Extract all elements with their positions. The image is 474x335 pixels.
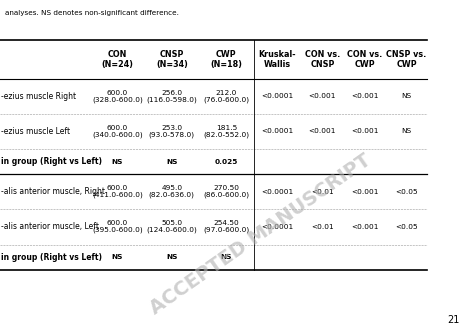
Text: 600.0
(395.0-600.0): 600.0 (395.0-600.0) xyxy=(92,220,143,233)
Text: in group (Right vs Left): in group (Right vs Left) xyxy=(1,157,102,166)
Text: -ezius muscle Right: -ezius muscle Right xyxy=(1,92,76,101)
Text: NS: NS xyxy=(221,254,232,260)
Text: <0.05: <0.05 xyxy=(395,224,418,230)
Text: CON vs.
CWP: CON vs. CWP xyxy=(347,50,383,69)
Text: 600.0
(411.0-600.0): 600.0 (411.0-600.0) xyxy=(92,185,143,198)
Text: in group (Right vs Left): in group (Right vs Left) xyxy=(1,253,102,262)
Text: NS: NS xyxy=(112,159,123,164)
Text: 181.5
(82.0-552.0): 181.5 (82.0-552.0) xyxy=(203,125,249,138)
Text: <0.001: <0.001 xyxy=(351,93,379,99)
Text: NS: NS xyxy=(401,129,411,134)
Text: <0.0001: <0.0001 xyxy=(261,189,293,195)
Text: <0.001: <0.001 xyxy=(351,129,379,134)
Text: ACCEPTED MANUSCRIPT: ACCEPTED MANUSCRIPT xyxy=(146,151,375,318)
Text: 21: 21 xyxy=(447,315,460,325)
Text: CNSP vs.
CWP: CNSP vs. CWP xyxy=(386,50,427,69)
Text: 600.0
(340.0-600.0): 600.0 (340.0-600.0) xyxy=(92,125,143,138)
Text: 0.025: 0.025 xyxy=(215,159,238,164)
Text: <0.0001: <0.0001 xyxy=(261,129,293,134)
Text: 505.0
(124.0-600.0): 505.0 (124.0-600.0) xyxy=(146,220,197,233)
Text: <0.001: <0.001 xyxy=(351,224,379,230)
Text: NS: NS xyxy=(166,254,177,260)
Text: CON
(N=24): CON (N=24) xyxy=(101,50,133,69)
Text: <0.01: <0.01 xyxy=(311,224,334,230)
Text: -alis anterior muscle, Left: -alis anterior muscle, Left xyxy=(1,222,100,231)
Text: NS: NS xyxy=(166,159,177,164)
Text: -ezius muscle Left: -ezius muscle Left xyxy=(1,127,71,136)
Text: CON vs.
CNSP: CON vs. CNSP xyxy=(305,50,340,69)
Text: -alis anterior muscle, Right: -alis anterior muscle, Right xyxy=(1,187,105,196)
Text: <0.001: <0.001 xyxy=(351,189,379,195)
Text: NS: NS xyxy=(112,254,123,260)
Text: 256.0
(116.0-598.0): 256.0 (116.0-598.0) xyxy=(146,90,197,103)
Text: <0.0001: <0.0001 xyxy=(261,93,293,99)
Text: 495.0
(82.0-636.0): 495.0 (82.0-636.0) xyxy=(149,185,195,198)
Text: 253.0
(93.0-578.0): 253.0 (93.0-578.0) xyxy=(149,125,195,138)
Text: CNSP
(N=34): CNSP (N=34) xyxy=(156,50,188,69)
Text: Kruskal-
Wallis: Kruskal- Wallis xyxy=(258,50,296,69)
Text: <0.001: <0.001 xyxy=(309,93,336,99)
Text: <0.001: <0.001 xyxy=(309,129,336,134)
Text: <0.01: <0.01 xyxy=(311,189,334,195)
Text: 254.50
(97.0-600.0): 254.50 (97.0-600.0) xyxy=(203,220,249,233)
Text: analyses. NS denotes non-significant difference.: analyses. NS denotes non-significant dif… xyxy=(5,10,179,16)
Text: 600.0
(328.0-600.0): 600.0 (328.0-600.0) xyxy=(92,90,143,103)
Text: CWP
(N=18): CWP (N=18) xyxy=(210,50,242,69)
Text: <0.05: <0.05 xyxy=(395,189,418,195)
Text: <0.0001: <0.0001 xyxy=(261,224,293,230)
Text: 212.0
(76.0-600.0): 212.0 (76.0-600.0) xyxy=(203,90,249,103)
Text: NS: NS xyxy=(401,93,411,99)
Text: 270.50
(86.0-600.0): 270.50 (86.0-600.0) xyxy=(203,185,249,198)
